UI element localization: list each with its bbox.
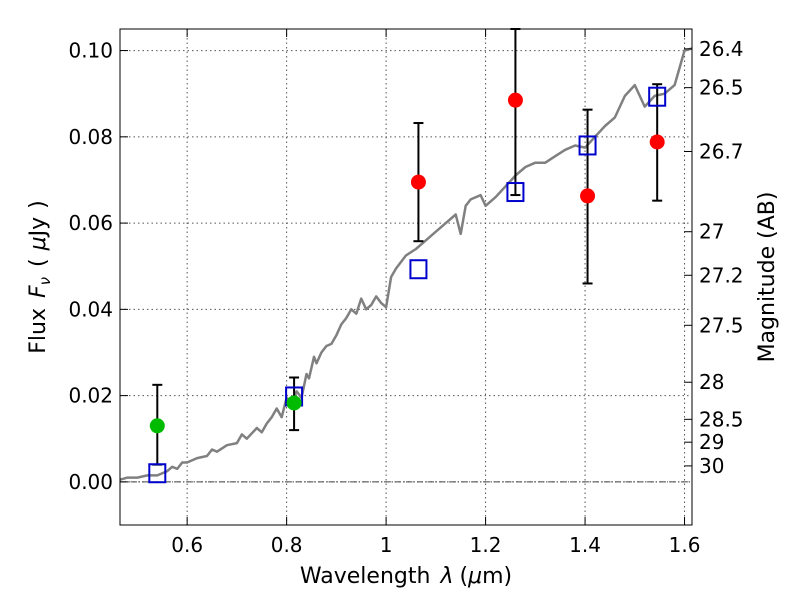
y-tick-label: 0.06 bbox=[68, 211, 113, 235]
x-axis-label-unit-mu: μ bbox=[467, 564, 482, 589]
y2-tick-label: 27.5 bbox=[699, 313, 744, 337]
model-photometry-square bbox=[578, 135, 597, 156]
y-tick-label: 0.04 bbox=[68, 297, 113, 321]
spectrum-layer bbox=[119, 47, 693, 481]
y-tick-label: 0.10 bbox=[68, 39, 113, 63]
model-spectrum-line bbox=[119, 47, 693, 481]
y2-tick-label: 28 bbox=[699, 370, 724, 394]
y-tick-label: 0.00 bbox=[68, 470, 113, 494]
x-tick-label: 1 bbox=[380, 533, 393, 557]
y-axis-label-paren-open: ( bbox=[26, 258, 51, 267]
observed-red-point bbox=[507, 92, 523, 108]
y-axis-label-subscript: ν bbox=[36, 277, 54, 285]
y2-tick-label: 28.5 bbox=[699, 407, 744, 431]
grid-layer bbox=[120, 29, 692, 525]
y2-tick-label: 27.2 bbox=[699, 263, 744, 287]
y2-tick-label: 26.7 bbox=[699, 139, 744, 163]
x-tick-label: 0.8 bbox=[271, 533, 303, 557]
y-tick-label: 0.08 bbox=[68, 125, 113, 149]
x-axis-label-unit-rest: m) bbox=[482, 564, 512, 589]
y-axis-label-symbol: F bbox=[26, 285, 51, 298]
model-photometry-square bbox=[648, 86, 667, 107]
observed-green-point bbox=[286, 395, 302, 411]
y2-tick-label: 27 bbox=[699, 220, 724, 244]
x-tick-label: 1.4 bbox=[569, 533, 601, 557]
plot-frame bbox=[119, 28, 693, 526]
y2-axis-label: Magnitude (AB) bbox=[755, 192, 780, 363]
y-axis-label-mu: μ bbox=[26, 236, 51, 251]
x-tick-label: 1.2 bbox=[470, 533, 502, 557]
x-axis-label-text: Wavelength bbox=[300, 564, 431, 589]
x-axis-label-symbol: λ bbox=[439, 564, 453, 589]
model-photometry-square bbox=[506, 182, 525, 203]
x-axis-label-unit-open: ( bbox=[459, 564, 468, 589]
x-axis-label: Wavelength λ (μm) bbox=[300, 564, 512, 589]
y2-tick-label: 29 bbox=[699, 430, 724, 454]
y-axis-label-paren-close: ) bbox=[26, 200, 51, 209]
y-tick-label: 0.02 bbox=[68, 384, 113, 408]
marker-layer bbox=[148, 86, 667, 484]
tick-layer: 0.6 0.8 1 1.2 1.4 1.6 0.00 0.02 0.04 0.06 0.08 0.10… bbox=[68, 29, 744, 557]
x-tick-label: 0.6 bbox=[171, 533, 203, 557]
observed-red-point bbox=[410, 174, 426, 190]
y-axis-label-flux: Flux bbox=[26, 308, 51, 354]
y-axis-label-unit: Jy bbox=[26, 217, 51, 239]
y2-tick-label: 26.4 bbox=[699, 37, 744, 61]
x-tick-label: 1.6 bbox=[669, 533, 701, 557]
model-photometry-square bbox=[148, 463, 167, 484]
observed-green-point bbox=[149, 418, 165, 434]
y-axis-label: Flux Fν ( μJy) bbox=[26, 200, 54, 353]
model-photometry-square bbox=[409, 259, 428, 280]
y2-tick-label: 30 bbox=[699, 454, 724, 478]
y2-tick-label: 26.5 bbox=[699, 76, 744, 100]
observed-red-point bbox=[649, 134, 665, 150]
observed-red-point bbox=[580, 188, 596, 204]
